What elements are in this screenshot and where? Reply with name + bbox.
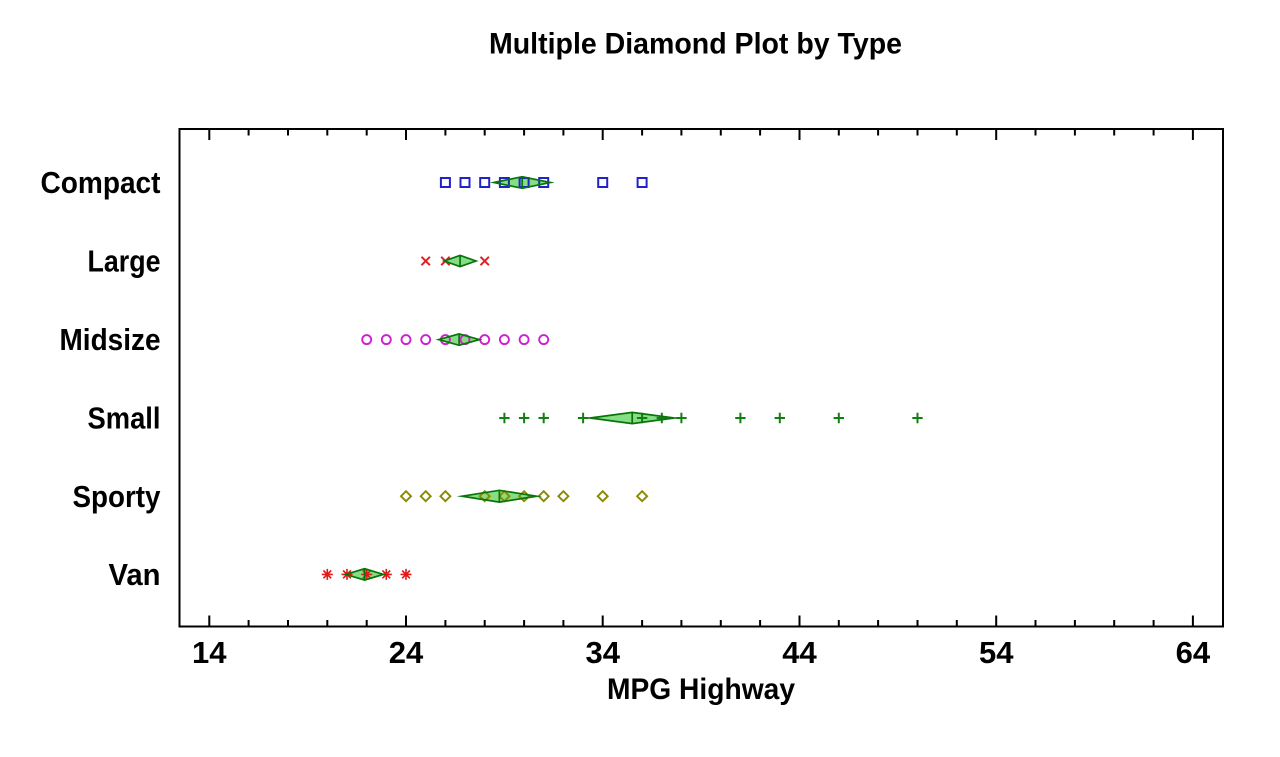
svg-text:Multiple Diamond Plot by Type: Multiple Diamond Plot by Type	[489, 28, 902, 61]
svg-text:44: 44	[782, 635, 817, 670]
svg-text:Large: Large	[88, 244, 161, 279]
svg-text:MPG Highway: MPG Highway	[607, 673, 795, 706]
svg-text:Compact: Compact	[41, 165, 161, 200]
svg-text:54: 54	[979, 635, 1014, 670]
svg-text:34: 34	[585, 635, 620, 670]
svg-text:14: 14	[192, 635, 227, 670]
svg-text:24: 24	[389, 635, 424, 670]
svg-text:Small: Small	[88, 401, 161, 436]
svg-text:Van: Van	[109, 557, 161, 592]
svg-text:Sporty: Sporty	[73, 479, 162, 514]
svg-text:64: 64	[1176, 635, 1211, 670]
svg-text:Midsize: Midsize	[60, 322, 161, 357]
